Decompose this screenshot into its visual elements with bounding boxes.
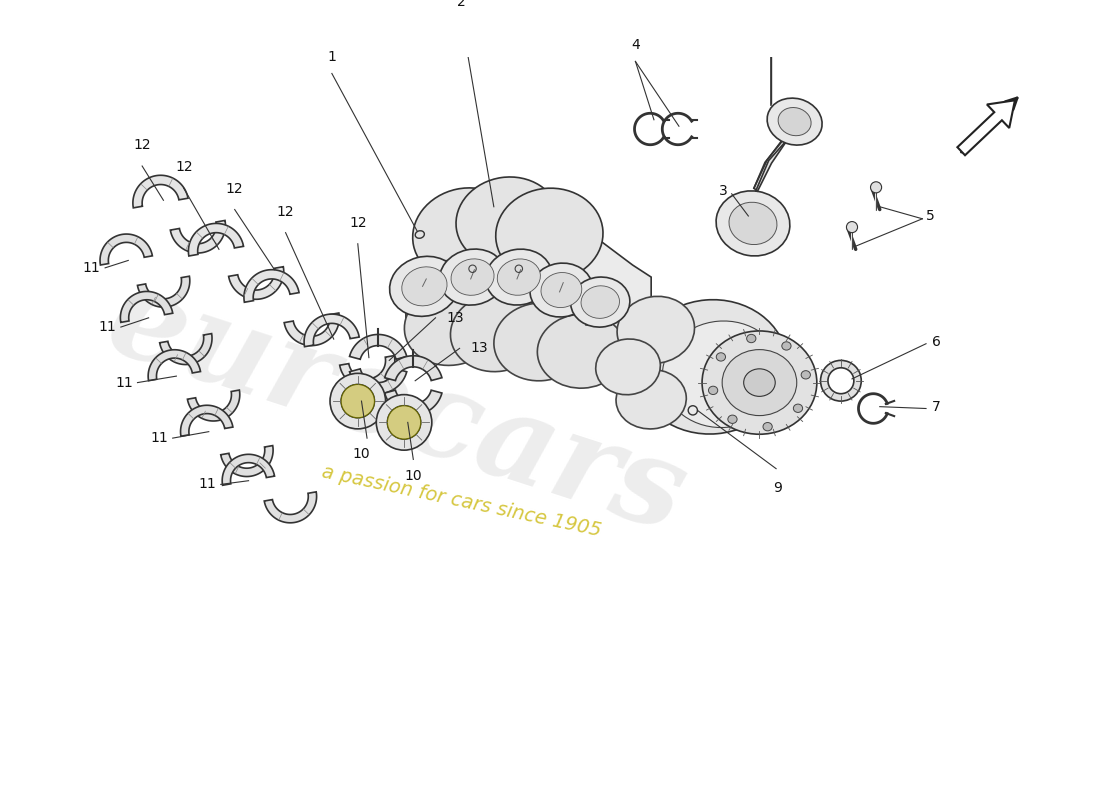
Ellipse shape xyxy=(744,369,775,396)
Ellipse shape xyxy=(801,370,811,379)
Ellipse shape xyxy=(389,256,459,316)
Ellipse shape xyxy=(793,404,803,413)
Circle shape xyxy=(341,385,374,418)
Polygon shape xyxy=(222,454,275,486)
Polygon shape xyxy=(304,314,360,346)
Ellipse shape xyxy=(571,277,630,327)
Polygon shape xyxy=(547,268,578,314)
Text: 10: 10 xyxy=(353,447,371,462)
Polygon shape xyxy=(100,234,153,265)
Ellipse shape xyxy=(616,370,686,429)
Ellipse shape xyxy=(728,415,737,423)
Ellipse shape xyxy=(402,267,447,306)
Ellipse shape xyxy=(782,342,791,350)
Polygon shape xyxy=(244,270,299,302)
Polygon shape xyxy=(385,356,442,381)
Ellipse shape xyxy=(747,334,756,342)
Text: 12: 12 xyxy=(226,182,243,196)
Text: 5: 5 xyxy=(926,209,935,223)
Ellipse shape xyxy=(581,286,619,318)
Polygon shape xyxy=(585,281,616,326)
Polygon shape xyxy=(350,369,407,394)
Polygon shape xyxy=(120,291,173,322)
Ellipse shape xyxy=(412,188,519,281)
Ellipse shape xyxy=(530,263,593,317)
Polygon shape xyxy=(148,350,200,381)
Polygon shape xyxy=(284,313,339,346)
FancyArrow shape xyxy=(957,100,1015,155)
Ellipse shape xyxy=(767,98,822,145)
Ellipse shape xyxy=(537,314,626,388)
Polygon shape xyxy=(180,406,233,436)
Ellipse shape xyxy=(723,350,796,415)
Text: 12: 12 xyxy=(133,138,151,152)
Polygon shape xyxy=(187,390,240,421)
Text: 11: 11 xyxy=(116,375,133,390)
Text: a passion for cars since 1905: a passion for cars since 1905 xyxy=(320,462,603,540)
Ellipse shape xyxy=(702,331,817,434)
Ellipse shape xyxy=(716,191,790,256)
Circle shape xyxy=(846,222,858,233)
Text: eurocars: eurocars xyxy=(94,259,700,558)
Ellipse shape xyxy=(494,303,586,381)
Text: 1: 1 xyxy=(328,50,337,64)
Polygon shape xyxy=(506,253,537,299)
Polygon shape xyxy=(461,253,492,299)
Text: 11: 11 xyxy=(82,261,100,275)
Polygon shape xyxy=(188,223,243,256)
Text: 6: 6 xyxy=(932,335,940,349)
Ellipse shape xyxy=(451,259,494,295)
Text: 11: 11 xyxy=(198,478,217,491)
Ellipse shape xyxy=(496,188,603,281)
Text: 9: 9 xyxy=(773,481,782,494)
Text: 13: 13 xyxy=(471,342,488,355)
Text: 11: 11 xyxy=(99,320,117,334)
Ellipse shape xyxy=(617,296,694,363)
Ellipse shape xyxy=(708,386,717,394)
Polygon shape xyxy=(754,123,800,191)
Text: 12: 12 xyxy=(175,160,192,174)
Text: 13: 13 xyxy=(447,311,464,325)
Ellipse shape xyxy=(497,259,540,295)
Text: 10: 10 xyxy=(405,469,422,482)
Ellipse shape xyxy=(778,107,811,136)
Ellipse shape xyxy=(635,300,788,434)
Polygon shape xyxy=(340,355,395,388)
Ellipse shape xyxy=(662,321,782,427)
Text: 12: 12 xyxy=(349,216,366,230)
Text: 2: 2 xyxy=(458,0,465,9)
Text: 11: 11 xyxy=(151,431,168,445)
Ellipse shape xyxy=(451,294,542,372)
Ellipse shape xyxy=(716,353,726,361)
Polygon shape xyxy=(350,334,407,359)
Ellipse shape xyxy=(596,339,660,394)
Ellipse shape xyxy=(405,285,500,366)
Polygon shape xyxy=(229,266,284,299)
Polygon shape xyxy=(138,276,190,307)
Polygon shape xyxy=(133,175,188,208)
Polygon shape xyxy=(160,334,212,365)
Polygon shape xyxy=(221,446,273,477)
Circle shape xyxy=(387,406,420,439)
Ellipse shape xyxy=(456,177,560,266)
Text: 3: 3 xyxy=(719,184,728,198)
Text: 12: 12 xyxy=(277,205,295,218)
Circle shape xyxy=(870,182,881,193)
Text: 4: 4 xyxy=(631,38,640,52)
Polygon shape xyxy=(406,205,651,376)
Ellipse shape xyxy=(763,422,772,431)
Polygon shape xyxy=(385,390,442,415)
Ellipse shape xyxy=(541,273,582,307)
Ellipse shape xyxy=(729,202,777,245)
Ellipse shape xyxy=(486,249,552,305)
Polygon shape xyxy=(417,261,448,306)
Polygon shape xyxy=(264,492,317,523)
Ellipse shape xyxy=(439,249,506,305)
Text: 7: 7 xyxy=(932,400,940,414)
Polygon shape xyxy=(170,221,226,253)
